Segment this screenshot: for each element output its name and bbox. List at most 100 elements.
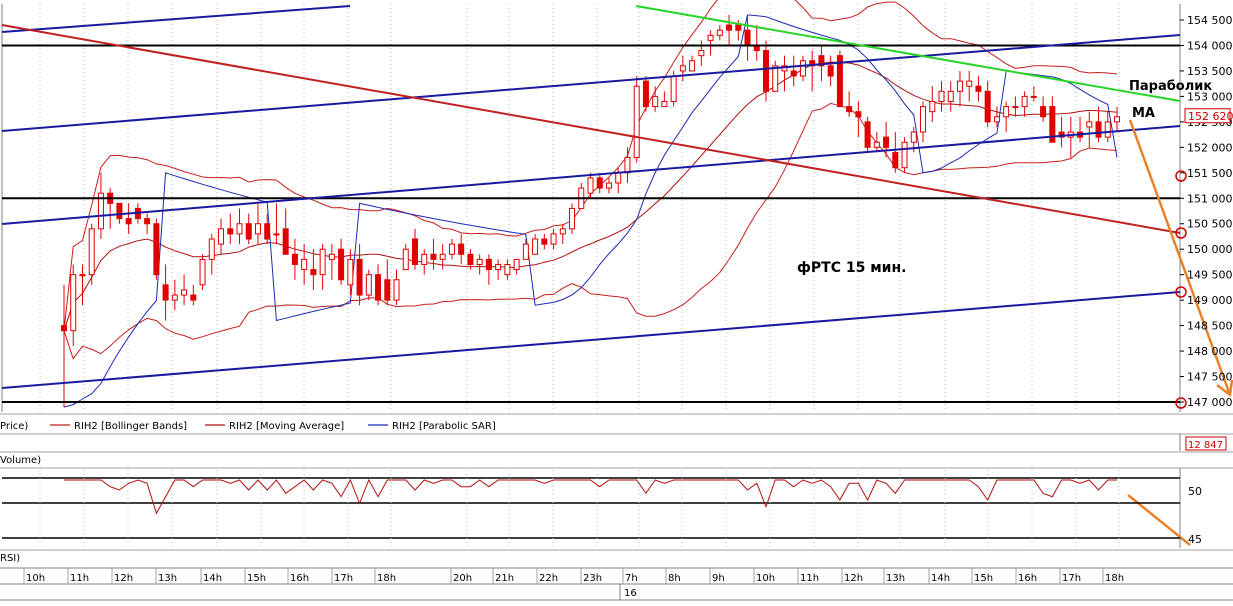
candle-body xyxy=(356,258,363,296)
y-tick-label: 148 500 xyxy=(1187,320,1233,333)
candle-body xyxy=(652,95,659,108)
price-panel: 147 000 147 500 148 000 148 500 149 000 149 5… xyxy=(1,0,1233,546)
time-label: 23h xyxy=(583,573,602,584)
candle-body xyxy=(181,289,188,296)
candle-body xyxy=(642,80,649,108)
candle-body xyxy=(633,85,640,159)
candle-body xyxy=(402,248,409,271)
candle-body xyxy=(550,233,557,245)
candle-body xyxy=(532,238,539,255)
forecast-arrowhead xyxy=(1216,379,1233,398)
candle-body xyxy=(338,248,345,281)
line-anchor xyxy=(1175,170,1187,182)
candle-body xyxy=(901,141,908,169)
candle-body xyxy=(873,141,880,148)
candle-body xyxy=(291,253,298,265)
rsi-tick-50: 50 xyxy=(1188,485,1202,498)
volume-label: Volume) xyxy=(0,455,41,466)
legend: Price) RIH2 [Bollinger Bands] RIH2 [Movi… xyxy=(0,421,496,432)
candle-body xyxy=(1040,106,1047,118)
candle-body xyxy=(1086,121,1093,128)
time-label: 16h xyxy=(290,573,309,584)
channel-top-line xyxy=(1,5,351,33)
trendlines xyxy=(1,5,1233,546)
candle-body xyxy=(892,151,899,169)
price-axis: 147 000 147 500 148 000 148 500 149 000 149 5… xyxy=(1180,14,1233,409)
line-anchor xyxy=(1175,397,1187,409)
candle-body xyxy=(61,325,67,332)
time-axis: 16 10h 11h 12h 13h 14h 15h 16h 17h 18h 20h 21h 22h 2… xyxy=(0,567,1233,601)
candle-body xyxy=(1021,95,1028,108)
trend-green-line xyxy=(635,5,1181,102)
candle-body xyxy=(1114,116,1120,123)
time-label: 15h xyxy=(247,573,266,584)
y-tick-label: 154 500 xyxy=(1187,14,1233,27)
candle-body xyxy=(938,90,945,102)
candle-body xyxy=(282,228,289,255)
candle-body xyxy=(818,55,825,67)
time-label: 20h xyxy=(453,573,472,584)
time-label: 13h xyxy=(886,573,905,584)
candle-body xyxy=(144,218,151,225)
rsi-line xyxy=(64,478,1117,515)
y-tick-label: 147 000 xyxy=(1187,396,1233,409)
time-label: 13h xyxy=(158,573,177,584)
time-label: 14h xyxy=(931,573,950,584)
legend-sar: RIH2 [Parabolic SAR] xyxy=(392,421,496,432)
time-label: 18h xyxy=(377,573,396,584)
candle-body xyxy=(596,177,603,189)
candle-body xyxy=(763,50,769,92)
parabolic-sar xyxy=(63,14,1118,408)
y-tick-label: 148 000 xyxy=(1187,345,1233,358)
candle-body xyxy=(615,172,622,184)
candle-body xyxy=(541,238,548,245)
rsi-tick-45: 45 xyxy=(1188,533,1202,546)
candle-body xyxy=(448,243,455,255)
ma-label: MA xyxy=(1132,106,1155,121)
candle-body xyxy=(993,116,1000,123)
line-anchor xyxy=(1175,227,1187,239)
candle-body xyxy=(421,253,428,265)
candle-body xyxy=(1095,121,1102,138)
candle-body xyxy=(855,111,862,118)
candle-body xyxy=(670,75,677,102)
y-tick-label: 153 000 xyxy=(1187,90,1233,103)
candle-body xyxy=(929,100,936,113)
candle-body xyxy=(716,29,723,36)
y-tick-label: 151 500 xyxy=(1187,167,1233,180)
candle-body xyxy=(836,55,843,108)
legend-ma: RIH2 [Moving Average] xyxy=(229,421,344,432)
candle-body xyxy=(883,136,890,148)
candle-body xyxy=(772,65,779,92)
trend-red-line xyxy=(1,24,1181,234)
time-label: 18h xyxy=(1105,573,1124,584)
candle-body xyxy=(273,233,280,236)
candle-body xyxy=(190,294,197,301)
candle-body xyxy=(605,182,612,189)
candle-body xyxy=(485,258,492,271)
rsi-label: RSI) xyxy=(0,553,20,564)
candle-body xyxy=(624,157,631,174)
time-label: 21h xyxy=(495,573,514,584)
candle-body xyxy=(1003,106,1010,118)
time-label: 10h xyxy=(26,573,45,584)
forecast-arrow xyxy=(1128,119,1232,396)
candle-body xyxy=(947,90,954,102)
candle-body xyxy=(661,100,668,108)
candle-body xyxy=(522,243,529,260)
time-label: 14h xyxy=(203,573,222,584)
candle-body xyxy=(430,253,437,260)
candle-body xyxy=(245,223,252,240)
y-tick-label: 149 000 xyxy=(1187,294,1233,307)
channel-lower-line xyxy=(1,291,1181,389)
chart-title: фРТС 15 мин. xyxy=(797,260,906,276)
candle-body xyxy=(439,253,446,260)
time-label: 15h xyxy=(974,573,993,584)
y-tick-label: 147 500 xyxy=(1187,371,1233,384)
candle-body xyxy=(495,263,502,271)
candle-body xyxy=(227,228,234,235)
time-label: 17h xyxy=(334,573,353,584)
time-label: 7h xyxy=(625,573,638,584)
candle-body xyxy=(301,258,308,271)
